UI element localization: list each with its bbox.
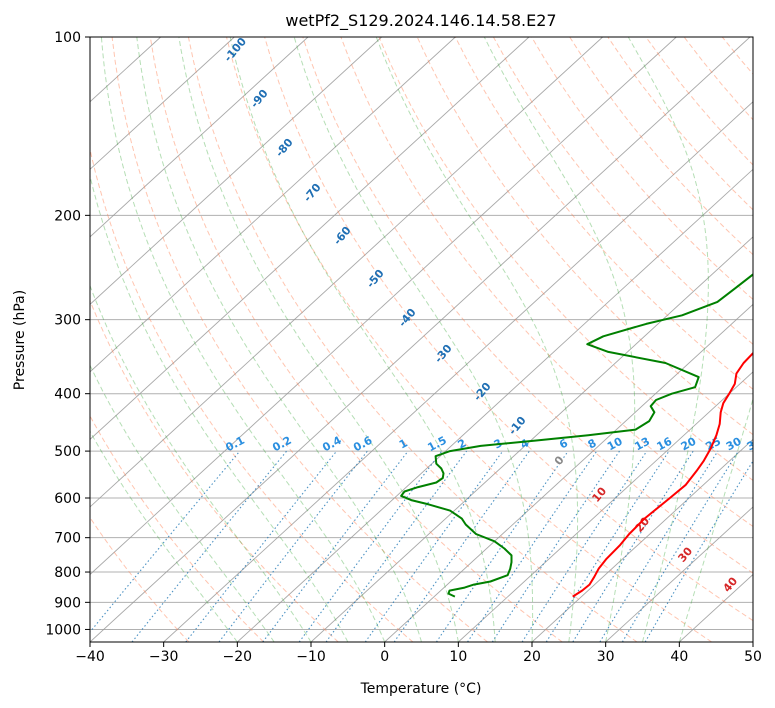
- dry-adiabat-line: [264, 37, 753, 622]
- dry-adiabats: [90, 37, 753, 642]
- dry-adiabat-line: [454, 37, 753, 390]
- isotherm-line: [163, 101, 753, 642]
- chart-title: wetPf2_S129.2024.146.14.58.E27: [285, 11, 556, 31]
- moist-adiabat-line: [90, 364, 275, 642]
- moist-adiabat-line: [229, 37, 496, 642]
- isotherm-line: [90, 37, 751, 642]
- isotherm-line: [605, 506, 753, 642]
- dry-adiabat-line: [149, 37, 563, 642]
- y-axis-ticks: 100 200 300 400 500 600 700 800 900 1000: [45, 30, 90, 638]
- dry-adiabat-line: [90, 147, 414, 642]
- y-tick-label: 100: [54, 30, 81, 46]
- x-tick-label: −10: [296, 649, 326, 665]
- x-tick-label: 10: [449, 649, 467, 665]
- isotherm-line: [531, 438, 753, 642]
- x-tick-label: 20: [523, 649, 541, 665]
- mixing-ratio-line: [521, 450, 648, 642]
- mixing-ratio-line: [90, 450, 241, 633]
- x-tick-label: 40: [670, 649, 688, 665]
- mixing-ratio-label: 13: [632, 435, 652, 454]
- isotherm-line: [458, 371, 753, 642]
- isotherm-line: [90, 37, 677, 576]
- dry-adiabat-line: [302, 37, 753, 574]
- y-tick-label: 600: [54, 491, 81, 507]
- skewed-isotherms: [90, 37, 753, 642]
- moist-adiabat-line: [136, 37, 422, 642]
- moist-adiabat-line: [375, 37, 579, 642]
- y-tick-label: 200: [54, 208, 81, 224]
- moist-adiabat-line: [293, 37, 534, 642]
- y-tick-label: 800: [54, 565, 81, 581]
- dry-adiabat-line: [531, 37, 753, 301]
- isotherm-line: [237, 168, 753, 642]
- moist-adiabat-line: [90, 173, 349, 642]
- dry-adiabat-line: [226, 37, 712, 642]
- mixing-ratio-line: [491, 450, 620, 642]
- mixing-ratio-line: [435, 450, 569, 642]
- dry-adiabat-line: [90, 516, 190, 642]
- mixing-ratio-label: 30: [724, 435, 744, 454]
- dry-adiabat-line: [111, 37, 488, 642]
- dry-adiabat-line: [90, 414, 264, 642]
- pressure-gridlines: [90, 37, 753, 630]
- y-tick-label: 900: [54, 595, 81, 611]
- sounding-series: [400, 273, 753, 598]
- y-tick-label: 1000: [45, 622, 81, 638]
- mixing-ratio-line: [545, 450, 670, 642]
- mixing-ratio-label: 36: [745, 435, 765, 454]
- plot-frame: [89, 36, 754, 643]
- dry-adiabat-line: [378, 37, 753, 481]
- mixing-ratio-line: [325, 450, 468, 642]
- x-tick-label: 0: [380, 649, 389, 665]
- mixing-ratio-label: 10: [605, 435, 625, 454]
- moist-adiabat-line: [90, 284, 312, 642]
- x-tick-label: −40: [75, 649, 105, 665]
- isotherm-line: [310, 236, 753, 642]
- moist-adiabat-line: [627, 37, 709, 642]
- mixing-ratio-line: [131, 450, 288, 642]
- temperature-profile-line: [572, 351, 753, 598]
- x-axis-ticks: −40 −30 −20 −10 0 10 20 30 40 50: [75, 642, 762, 665]
- plot-area: -100-90-80-70-60-50-40-30-20-10010203040…: [90, 37, 765, 642]
- x-tick-label: 30: [597, 649, 615, 665]
- isotherm-line: [90, 37, 382, 305]
- mixing-ratio-line: [298, 450, 443, 642]
- moist-adiabat-line: [178, 37, 459, 642]
- moist-adiabat-line: [90, 430, 238, 642]
- moist-adiabat-line: [100, 37, 386, 642]
- dry-adiabat-line: [187, 37, 638, 642]
- y-tick-label: 700: [54, 531, 81, 547]
- mixing-ratio-line: [599, 450, 719, 642]
- mixing-ratio-line: [467, 450, 598, 642]
- y-tick-label: 400: [54, 387, 81, 403]
- mixing-ratio-label: 16: [655, 435, 675, 454]
- y-tick-label: 500: [54, 444, 81, 460]
- dry-adiabat-line: [340, 37, 753, 528]
- x-tick-label: 50: [744, 649, 762, 665]
- isotherm-line: [90, 37, 309, 238]
- moist-adiabat-line: [678, 397, 753, 642]
- mixing-ratio-line: [262, 450, 409, 642]
- y-tick-label: 300: [54, 313, 81, 329]
- mixing-ratio-line: [364, 450, 504, 642]
- dewpoint-profile-line: [400, 273, 753, 598]
- mixing-ratio-line: [621, 450, 739, 642]
- isotherm-line: [90, 37, 603, 508]
- x-tick-label: −30: [149, 649, 179, 665]
- x-tick-label: −20: [223, 649, 253, 665]
- mixing-ratio-lines: [90, 450, 753, 642]
- isotherm-line: [90, 37, 530, 441]
- moist-adiabats: [90, 37, 753, 642]
- mixing-ratio-label: 20: [679, 435, 699, 454]
- isotherm-line: [90, 37, 456, 373]
- moist-adiabat-line: [483, 37, 636, 642]
- mixing-ratio-line: [393, 450, 530, 642]
- isotherm-line: [90, 37, 235, 170]
- x-axis-label: Temperature (°C): [360, 681, 482, 697]
- y-axis-label: Pressure (hPa): [12, 290, 28, 390]
